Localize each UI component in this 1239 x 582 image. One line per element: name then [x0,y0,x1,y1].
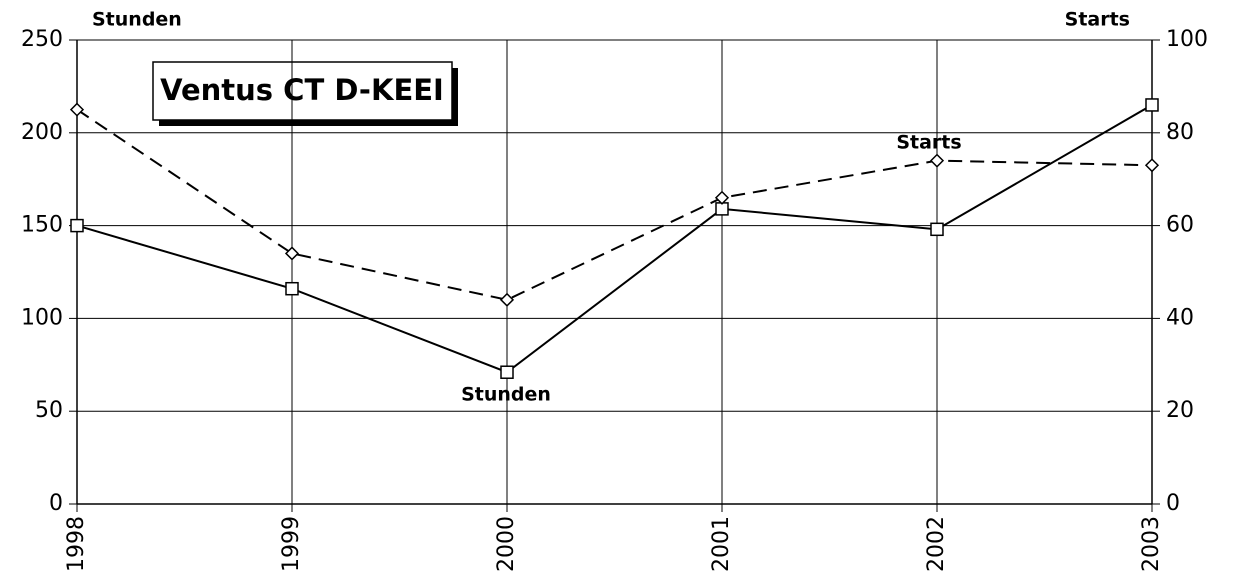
series-line [76,108,1153,301]
marker [284,246,300,261]
series-line [76,104,1153,374]
y-axis-label: Stunden [92,9,182,31]
x-tick-label: 2001 [709,516,734,572]
marker [499,292,515,307]
marker [930,222,944,237]
marker [714,190,730,205]
y2-tick-label: 40 [1166,305,1194,330]
y-tick-label: 100 [21,305,63,330]
y2-tick-label: 20 [1166,398,1194,423]
y2-tick-label: 60 [1166,213,1194,238]
marker [69,102,85,117]
annotation: Stunden [461,384,551,406]
annotation: Starts [896,132,961,154]
y-tick-label: 50 [35,398,63,423]
y-tick-label: 150 [21,213,63,238]
y2-axis-label: Starts [1065,9,1130,31]
marker [1144,158,1160,173]
y-tick-label: 200 [21,120,63,145]
x-tick-label: 1998 [64,516,89,572]
marker [285,281,299,296]
x-tick-label: 1999 [279,516,304,572]
y-tick-label: 250 [21,27,63,52]
x-tick-label: 2003 [1139,516,1164,572]
marker [929,153,945,168]
y2-tick-label: 0 [1166,491,1180,516]
y-tick-label: 0 [49,491,63,516]
y2-tick-label: 100 [1166,27,1208,52]
y2-tick-label: 80 [1166,120,1194,145]
x-tick-label: 2000 [494,516,519,572]
chart-title: Ventus CT D-KEEI [160,73,444,107]
marker [1145,98,1159,112]
marker [70,218,84,233]
x-tick-label: 2002 [924,516,949,572]
title-box [152,61,453,121]
marker [500,365,514,379]
